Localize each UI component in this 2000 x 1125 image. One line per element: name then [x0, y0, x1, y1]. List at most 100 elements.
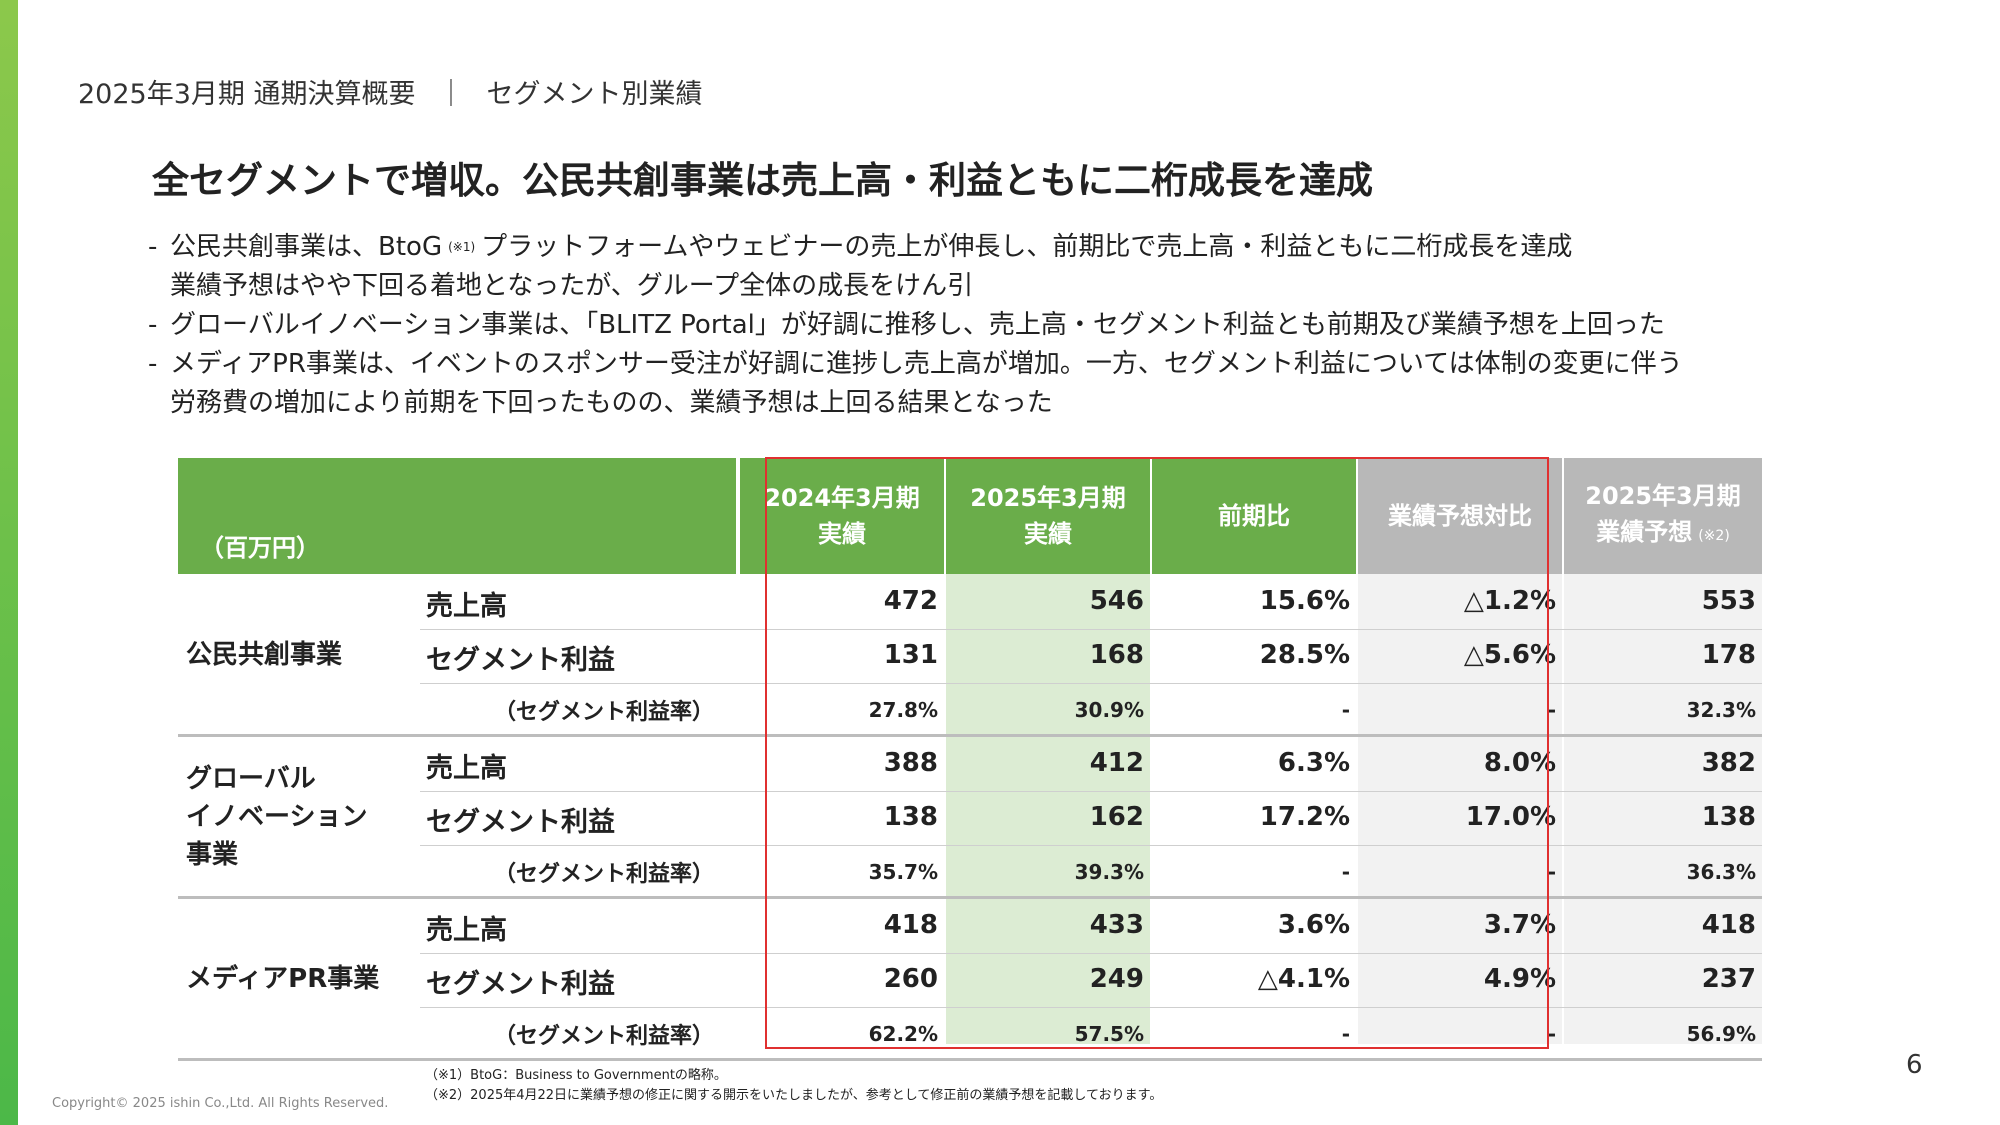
cell-curr: 39.3% — [1074, 860, 1144, 884]
row-label-profit: セグメント利益 — [426, 969, 615, 1000]
row-divider — [420, 629, 1762, 630]
footnote-ref: (※1) — [448, 240, 476, 254]
row-divider — [420, 683, 1762, 684]
cell-vs-fc: 4.9% — [1483, 964, 1556, 994]
cell-prev: 35.7% — [868, 860, 938, 884]
bullet-dash: - — [148, 310, 158, 340]
table-row: 売上高 418 433 3.6% 3.7% 418 — [178, 900, 1762, 954]
cell-curr: 249 — [1089, 964, 1144, 994]
row-label-sales: 売上高 — [426, 591, 507, 622]
segment-name: グローバル イノベーション 事業 — [186, 760, 367, 874]
segment-name: メディアPR事業 — [186, 960, 379, 998]
table-row: 売上高 388 412 6.3% 8.0% 382 — [178, 738, 1762, 792]
cell-vs-fc: 8.0% — [1483, 748, 1556, 778]
header-separator: ｜ — [437, 79, 465, 110]
bullet-item: - グローバルイノベーション事業は、「BLITZ Portal」が好調に推移し、… — [148, 306, 1908, 345]
cell-vs-fc: - — [1547, 698, 1556, 722]
segment-divider — [178, 896, 1762, 899]
unit-label: （百万円） — [200, 534, 320, 562]
cell-fc: 178 — [1701, 640, 1756, 670]
row-label-sales: 売上高 — [426, 915, 507, 946]
cell-vs-fc: 17.0% — [1465, 802, 1556, 832]
row-label-rate: （セグメント利益率） — [494, 862, 715, 887]
row-label-sales: 売上高 — [426, 753, 507, 784]
cell-prev: 260 — [883, 964, 938, 994]
segment-divider — [178, 734, 1762, 737]
segment-group: 公民共創事業 売上高 472 546 15.6% △1.2% 553 セグメント利益 131 16… — [178, 576, 1762, 738]
bullet-text: プラットフォームやウェビナーの売上が伸長し、前期比で売上高・利益ともに二桁成長を… — [481, 232, 1573, 262]
footnote-2: （※2）2025年4月22日に業績予想の修正に関する開示をいたしましたが、参考と… — [425, 1088, 1163, 1103]
cell-curr: 546 — [1089, 586, 1144, 616]
segment-group: メディアPR事業 売上高 418 433 3.6% 3.7% 418 セグメント利益 260 24… — [178, 900, 1762, 1062]
page-title: 全セグメントで増収。公民共創事業は売上高・利益ともに二桁成長を達成 — [152, 159, 1373, 202]
header-forecast: 2025年3月期 業績予想 (※2) — [1564, 458, 1762, 574]
cell-curr: 162 — [1089, 802, 1144, 832]
segment-name-line: メディアPR事業 — [186, 964, 380, 994]
cell-vs-fc: △5.6% — [1463, 640, 1556, 670]
bullet-item: - 公民共創事業は、BtoG (※1) プラットフォームやウェビナーの売上が伸長し、… — [148, 228, 1908, 306]
segment-group: グローバル イノベーション 事業 売上高 388 412 6.3% 8.0% 382 セグメント利… — [178, 738, 1762, 900]
header-vs-forecast: 業績予想対比 — [1358, 458, 1562, 574]
cell-yoy: - — [1341, 860, 1350, 884]
row-label-profit: セグメント利益 — [426, 645, 615, 676]
cell-curr: 57.5% — [1074, 1022, 1144, 1046]
cell-yoy: 6.3% — [1277, 748, 1350, 778]
bullet-dash: - — [148, 349, 158, 379]
bullet-dash: - — [148, 232, 158, 262]
vs-forecast-column-bg — [1358, 574, 1562, 1044]
bullet-item: - メディアPR事業は、イベントのスポンサー受注が好調に進捗し売上高が増加。一方… — [148, 345, 1908, 423]
cell-fc: 237 — [1701, 964, 1756, 994]
header-forecast-line1: 2025年3月期 — [1585, 482, 1741, 510]
cell-fc: 382 — [1701, 748, 1756, 778]
cell-prev: 472 — [883, 586, 938, 616]
cell-fc: 138 — [1701, 802, 1756, 832]
cell-yoy: 28.5% — [1259, 640, 1350, 670]
table-row: セグメント利益 260 249 △4.1% 4.9% 237 — [178, 954, 1762, 1008]
cell-yoy: 15.6% — [1259, 586, 1350, 616]
cell-vs-fc: - — [1547, 860, 1556, 884]
segment-divider — [178, 1058, 1762, 1061]
cell-vs-fc: 3.7% — [1483, 910, 1556, 940]
header-unit-cell: （百万円） — [178, 458, 736, 574]
bullet-text-line2: 労務費の増加により前期を下回ったものの、業績予想は上回る結果となった — [170, 388, 1053, 418]
bullet-list: - 公民共創事業は、BtoG (※1) プラットフォームやウェビナーの売上が伸長し、… — [148, 228, 1908, 423]
accent-bar — [0, 0, 18, 1125]
forecast-column-bg — [1564, 574, 1762, 1044]
header-curr-line1: 2025年3月期 — [970, 484, 1126, 512]
row-label-profit: セグメント利益 — [426, 807, 615, 838]
cell-prev: 418 — [883, 910, 938, 940]
cell-fc: 32.3% — [1686, 698, 1756, 722]
cell-yoy: 3.6% — [1277, 910, 1350, 940]
table-row: （セグメント利益率） 27.8% 30.9% - - 32.3% — [178, 684, 1762, 732]
row-divider — [420, 1007, 1762, 1008]
cell-prev: 138 — [883, 802, 938, 832]
table-row: セグメント利益 131 168 28.5% △5.6% 178 — [178, 630, 1762, 684]
cell-yoy: - — [1341, 698, 1350, 722]
cell-vs-fc: △1.2% — [1463, 586, 1556, 616]
cell-fc: 418 — [1701, 910, 1756, 940]
bullet-text: メディアPR事業は、イベントのスポンサー受注が好調に進捗し売上高が増加。一方、セ… — [170, 349, 1683, 379]
header-curr-line2: 実績 — [1024, 520, 1072, 548]
header-prev-actual: 2024年3月期 実績 — [740, 458, 944, 574]
segment-name-line: グローバル — [186, 764, 316, 794]
segment-table: （百万円） 2024年3月期 実績 2025年3月期 実績 前期比 業績予想対比 2… — [178, 458, 1762, 1061]
cell-vs-fc: - — [1547, 1022, 1556, 1046]
header-vs-forecast-label: 業績予想対比 — [1388, 502, 1532, 530]
cell-curr: 168 — [1089, 640, 1144, 670]
bullet-text-line2: 業績予想はやや下回る着地となったが、グループ全体の成長をけん引 — [170, 271, 974, 301]
cell-curr: 412 — [1089, 748, 1144, 778]
table-row: セグメント利益 138 162 17.2% 17.0% 138 — [178, 792, 1762, 846]
table-row: （セグメント利益率） 62.2% 57.5% - - 56.9% — [178, 1008, 1762, 1056]
cell-prev: 388 — [883, 748, 938, 778]
bullet-text: グローバルイノベーション事業は、「BLITZ Portal」が好調に推移し、売上… — [170, 310, 1665, 340]
cell-prev: 131 — [883, 640, 938, 670]
cell-curr: 433 — [1089, 910, 1144, 940]
cell-yoy: △4.1% — [1257, 964, 1350, 994]
header-curr-actual: 2025年3月期 実績 — [946, 458, 1150, 574]
segment-name-line: イノベーション — [186, 802, 368, 832]
header-yoy: 前期比 — [1152, 458, 1356, 574]
page-number: 6 — [1906, 1050, 1923, 1080]
cell-yoy: 17.2% — [1259, 802, 1350, 832]
cell-yoy: - — [1341, 1022, 1350, 1046]
cell-fc: 36.3% — [1686, 860, 1756, 884]
